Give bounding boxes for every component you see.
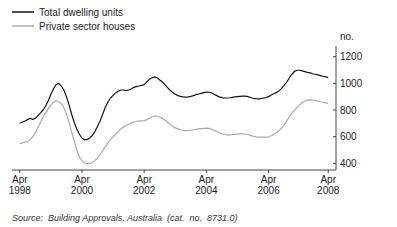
chart: Apr1998 Apr2000 Apr2002 Apr2004 Apr2006 Apr20…: [0, 0, 397, 227]
x-tick: [328, 170, 329, 173]
x-tick: [268, 170, 269, 173]
y-tick: [333, 163, 336, 164]
legend-label: Total dwelling units: [39, 7, 123, 18]
x-tick-label: Apr1998: [9, 174, 32, 196]
y-tick: [333, 110, 336, 111]
series-group: [20, 70, 328, 163]
x-tick-label: Apr2008: [317, 174, 340, 196]
y-tick-label: 800: [340, 105, 357, 116]
y-tick-label: 400: [340, 158, 357, 169]
y-axis: [336, 46, 337, 170]
x-tick-label: Apr2002: [133, 174, 156, 196]
series-line: [20, 70, 328, 139]
series-line: [20, 100, 328, 164]
x-axis: [12, 170, 336, 171]
y-axis-label: no.: [340, 31, 354, 42]
y-tick: [333, 83, 336, 84]
x-tick-label: Apr2004: [195, 174, 218, 196]
x-tick: [81, 170, 82, 173]
legend-swatch: [12, 25, 34, 27]
y-tick: [333, 56, 336, 57]
x-tick: [206, 170, 207, 173]
y-tick-label: 600: [340, 131, 357, 142]
x-tick-label: Apr2006: [257, 174, 280, 196]
y-tick-label: 1200: [340, 51, 363, 62]
y-tick: [333, 136, 336, 137]
legend-swatch: [12, 11, 34, 13]
source-note: Source: Building Approvals, Australia (c…: [12, 213, 237, 223]
x-tick-label: Apr2000: [71, 174, 94, 196]
legend-label: Private sector houses: [39, 21, 135, 32]
x-tick: [19, 170, 20, 173]
x-tick: [144, 170, 145, 173]
y-tick-label: 1000: [340, 78, 363, 89]
